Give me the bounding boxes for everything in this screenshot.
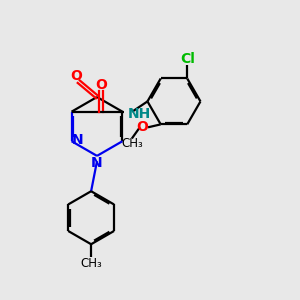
Text: CH₃: CH₃: [121, 137, 143, 150]
Text: NH: NH: [128, 107, 151, 121]
Text: N: N: [91, 156, 103, 170]
Text: N: N: [72, 133, 84, 147]
Text: O: O: [71, 69, 82, 83]
Text: O: O: [136, 120, 148, 134]
Text: CH₃: CH₃: [80, 257, 102, 270]
Text: Cl: Cl: [180, 52, 195, 66]
Text: O: O: [95, 78, 107, 92]
